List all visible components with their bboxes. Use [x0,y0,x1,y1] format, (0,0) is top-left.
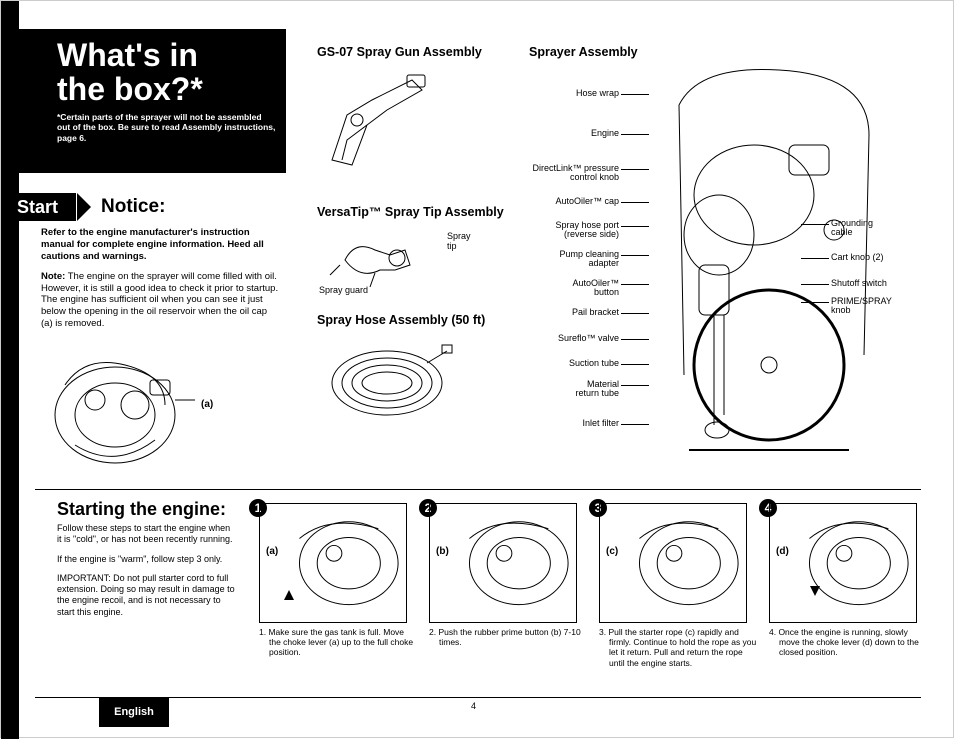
spray-tip-label: Spray tip [447,231,471,251]
callout-left-7: Pail bracket [509,308,619,317]
callout-right-0: Groundingcable [831,219,921,238]
step-2-text: 2. Push the rubber prime button (b) 7-10… [429,627,587,647]
notice-para2: Note: The engine on the sprayer will com… [41,271,281,330]
arrow-down-icon [810,586,820,596]
starting-heading: Starting the engine: [57,499,226,520]
page-number: 4 [471,701,476,711]
middle-column: GS-07 Spray Gun Assembly VersaTip™ Spray… [317,45,517,425]
starting-p2: If the engine is "warm", follow step 3 o… [57,554,237,565]
tip-heading: VersaTip™ Spray Tip Assembly [317,205,517,219]
starting-p1: Follow these steps to start the engine w… [57,523,237,546]
starting-body: Follow these steps to start the engine w… [57,523,237,626]
notice-body: Refer to the engine manufacturer's instr… [41,227,281,338]
callout-left-6: AutoOiler™button [509,279,619,298]
hose-illustration [317,333,457,425]
step3-label: (c) [606,546,618,557]
start-tag: Start [1,193,76,221]
title-box: What's in the box?* *Certain parts of th… [1,29,286,173]
spray-guard-label: Spray guard [319,285,368,295]
callout-left-0: Hose wrap [509,89,619,98]
step-3-image: (c) [599,503,747,623]
engine-label-a: (a) [201,399,213,410]
step-2: 2 (b) 2. Push the rubber prime button (b… [429,497,587,647]
step-4: 4 (d) 4. Once the engine is running, slo… [769,497,921,658]
gun-heading: GS-07 Spray Gun Assembly [317,45,517,59]
step2-label: (b) [436,546,449,557]
callout-left-1: Engine [509,129,619,138]
notice-heading: Notice: [101,196,165,218]
divider-top [35,489,921,490]
notice-para1: Refer to the engine manufacturer's instr… [41,227,281,263]
step-2-image: (b) [429,503,577,623]
engine-illustration [35,345,195,475]
step-1: 1 (a) 1. Make sure the gas tank is full.… [259,497,417,658]
language-tab: English [99,697,169,727]
callout-right-1: Cart knob (2) [831,253,921,262]
callout-left-11: Inlet filter [509,419,619,428]
title-line1: What's in [57,39,276,73]
callout-left-5: Pump cleaningadapter [509,250,619,269]
manual-page: What's in the box?* *Certain parts of th… [0,0,954,738]
starting-p3: IMPORTANT: Do not pull starter cord to f… [57,573,237,618]
callout-left-2: DirectLink™ pressurecontrol knob [509,164,619,183]
step4-label: (d) [776,546,789,557]
title-line2: the box?* [57,73,276,107]
step-1-text: 1. Make sure the gas tank is full. Move … [259,627,417,658]
callout-left-3: AutoOiler™ cap [509,197,619,206]
arrow-up-icon [284,590,294,600]
step1-label: (a) [266,546,278,557]
spray-tip-illustration: Spray tip Spray guard [325,225,445,295]
step-4-text: 4. Once the engine is running, slowly mo… [769,627,921,658]
callout-right-3: PRIME/SPRAYknob [831,297,921,316]
step-3-text: 3. Pull the starter rope (c) rapidly and… [599,627,757,668]
engine-svg [35,345,195,475]
spray-gun-illustration [317,65,437,175]
notice-para2-text: The engine on the sprayer will come fill… [41,271,278,330]
sprayer-heading: Sprayer Assembly [529,45,638,59]
title-footnote: *Certain parts of the sprayer will not b… [57,112,276,143]
callout-right-2: Shutoff switch [831,279,921,288]
callout-left-9: Suction tube [509,359,619,368]
note-label: Note: [41,271,65,282]
step-3: 3 (c) 3. Pull the starter rope (c) rapid… [599,497,757,668]
start-arrow-icon [77,193,91,221]
callout-left-8: Sureflo™ valve [509,334,619,343]
hose-heading: Spray Hose Assembly (50 ft) [317,313,517,327]
step-4-image: (d) [769,503,917,623]
step-1-image: (a) [259,503,407,623]
callout-left-10: Materialreturn tube [509,380,619,399]
callout-left-4: Spray hose port(reverse side) [509,221,619,240]
